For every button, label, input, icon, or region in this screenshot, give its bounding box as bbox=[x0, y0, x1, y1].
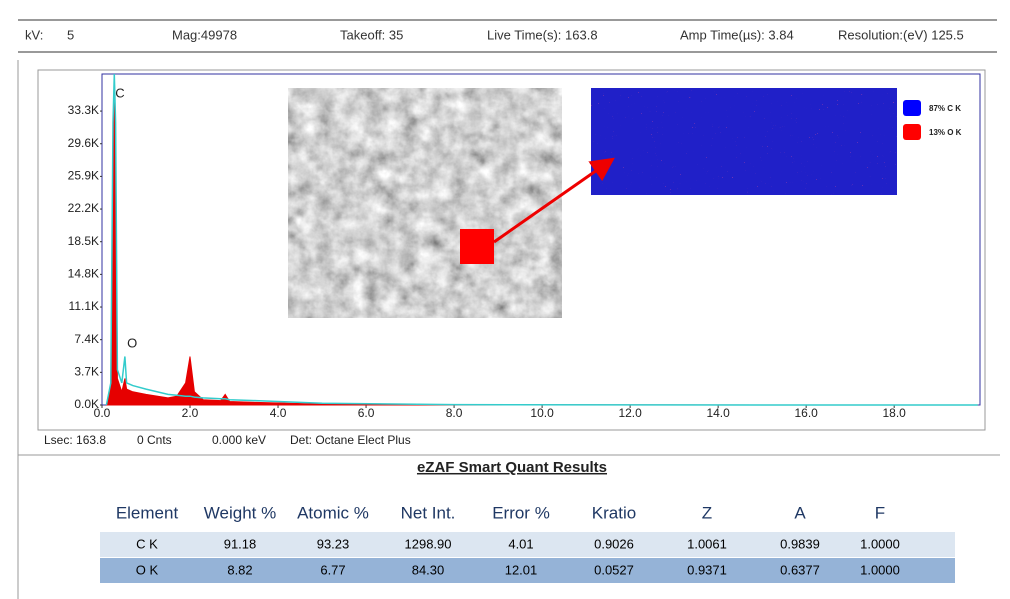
table-cell: 0.9026 bbox=[594, 536, 634, 551]
y-tick-label: 18.5K bbox=[68, 234, 99, 248]
x-tick-label: 14.0 bbox=[706, 406, 730, 420]
y-tick-label: 22.2K bbox=[68, 201, 99, 215]
table-cell: 4.01 bbox=[508, 536, 533, 551]
x-tick-label: 2.0 bbox=[182, 406, 199, 420]
table-cell: 1.0000 bbox=[860, 562, 900, 577]
x-tick-label: 0.0 bbox=[94, 406, 111, 420]
header-field: Mag:49978 bbox=[172, 27, 237, 42]
column-header: A bbox=[794, 503, 806, 522]
status-field: 0.000 keV bbox=[212, 433, 266, 447]
legend-swatch bbox=[903, 100, 921, 116]
column-header: Kratio bbox=[592, 503, 636, 522]
table-cell: 91.18 bbox=[224, 536, 257, 551]
header-field: kV: bbox=[25, 27, 43, 42]
y-tick-label: 29.6K bbox=[68, 136, 99, 150]
element-map-dots bbox=[591, 88, 897, 195]
x-tick-label: 8.0 bbox=[446, 406, 463, 420]
table-cell: 12.01 bbox=[505, 562, 538, 577]
table-cell: 0.9839 bbox=[780, 536, 820, 551]
status-field: 0 Cnts bbox=[137, 433, 172, 447]
legend-label: 87% C K bbox=[929, 104, 961, 113]
y-tick-label: 11.1K bbox=[69, 299, 99, 313]
column-header: Weight % bbox=[204, 503, 276, 522]
table-title: eZAF Smart Quant Results bbox=[417, 459, 607, 476]
header-field: Amp Time(µs): 3.84 bbox=[680, 27, 794, 42]
table-cell: 0.6377 bbox=[780, 562, 820, 577]
x-tick-label: 4.0 bbox=[270, 406, 287, 420]
column-header: Net Int. bbox=[401, 503, 456, 522]
legend-label: 13% O K bbox=[929, 128, 962, 137]
column-header: Error % bbox=[492, 503, 550, 522]
selection-box bbox=[460, 229, 494, 264]
column-header: F bbox=[875, 503, 885, 522]
status-field: Lsec: 163.8 bbox=[44, 433, 106, 447]
table-cell: 0.0527 bbox=[594, 562, 634, 577]
peak-label: O bbox=[127, 336, 137, 351]
header-field: Resolution:(eV) 125.5 bbox=[838, 27, 964, 42]
y-tick-label: 14.8K bbox=[68, 267, 99, 281]
y-tick-label: 25.9K bbox=[68, 169, 99, 183]
table-cell: C K bbox=[136, 536, 158, 551]
table-cell: 8.82 bbox=[227, 562, 252, 577]
header-field: Takeoff: 35 bbox=[340, 27, 403, 42]
sem-image bbox=[288, 88, 562, 318]
page: kV: 5 Mag:49978 Takeoff: 35 Live Time(s)… bbox=[0, 0, 1010, 599]
table-cell: 6.77 bbox=[320, 562, 345, 577]
header-field: 5 bbox=[67, 27, 74, 42]
table-cell: 0.9371 bbox=[687, 562, 727, 577]
y-tick-label: 7.4K bbox=[74, 332, 99, 346]
results-table: Element Weight % Atomic % Net Int. Error % Kr… bbox=[116, 503, 900, 577]
status-field: Det: Octane Elect Plus bbox=[290, 433, 411, 447]
y-tick-label: 3.7K bbox=[74, 365, 99, 379]
peak-label: C bbox=[115, 86, 124, 101]
column-header: Element bbox=[116, 503, 179, 522]
x-tick-label: 18.0 bbox=[883, 406, 907, 420]
x-tick-label: 16.0 bbox=[794, 406, 818, 420]
x-tick-label: 10.0 bbox=[530, 406, 554, 420]
table-cell: 1.0061 bbox=[687, 536, 727, 551]
column-header: Z bbox=[702, 503, 712, 522]
legend-swatch bbox=[903, 124, 921, 140]
table-cell: O K bbox=[136, 562, 159, 577]
x-tick-label: 6.0 bbox=[358, 406, 375, 420]
y-tick-label: 33.3K bbox=[68, 103, 99, 117]
column-header: Atomic % bbox=[297, 503, 369, 522]
table-cell: 1.0000 bbox=[860, 536, 900, 551]
header-field: Live Time(s): 163.8 bbox=[487, 27, 598, 42]
table-cell: 1298.90 bbox=[405, 536, 452, 551]
table-cell: 84.30 bbox=[412, 562, 445, 577]
status-bar: Lsec: 163.8 0 Cnts 0.000 keV Det: Octane El… bbox=[44, 433, 411, 447]
table-cell: 93.23 bbox=[317, 536, 350, 551]
x-tick-label: 12.0 bbox=[618, 406, 642, 420]
